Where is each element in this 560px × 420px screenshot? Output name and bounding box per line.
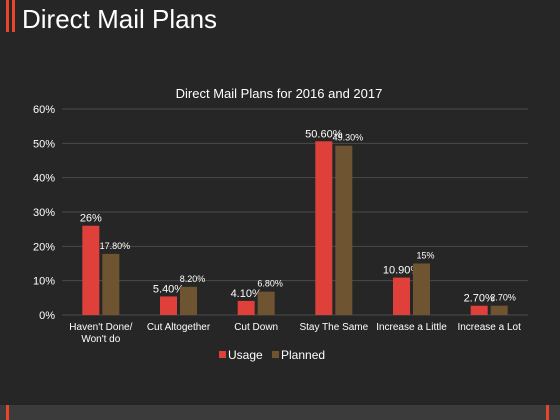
usage-bar [315, 141, 333, 315]
usage-data-label: 26% [80, 213, 102, 225]
usage-data-label: 2.70% [464, 293, 495, 305]
title-accent-bar [6, 0, 9, 32]
usage-bar [160, 296, 177, 315]
x-category-label: Increase a Lot [457, 322, 521, 333]
usage-data-label: 50.60% [305, 128, 343, 140]
planned-data-label: 17.80% [100, 241, 131, 251]
y-tick-label: 30% [33, 207, 55, 219]
title-accent-bar [12, 0, 15, 32]
planned-data-label: 49.30% [333, 133, 364, 143]
x-category-label: Cut Altogether [147, 322, 211, 333]
y-tick-label: 10% [33, 276, 55, 288]
planned-bar [257, 291, 275, 315]
legend-label-usage: Usage [228, 348, 263, 362]
footer-band [0, 405, 560, 420]
y-tick-label: 60% [33, 104, 55, 116]
usage-bar [82, 225, 100, 315]
x-category-label: Increase a Little [376, 322, 447, 333]
usage-data-label: 10.90% [383, 265, 421, 277]
y-tick-label: 20% [33, 241, 55, 253]
x-category-label: Cut Down [234, 322, 278, 333]
usage-bar [393, 277, 410, 315]
planned-bar [335, 145, 353, 315]
planned-data-label: 15% [416, 251, 434, 261]
planned-bar [102, 253, 120, 315]
legend-swatch-usage [219, 351, 226, 358]
page-title: Direct Mail Plans [22, 4, 218, 34]
y-tick-label: 0% [39, 310, 55, 322]
planned-data-label: 2.70% [490, 293, 516, 303]
usage-bar [470, 305, 488, 315]
bar-chart: Direct Mail Plans for 2016 and 2017 0% 10%… [33, 86, 528, 362]
planned-bar [413, 263, 430, 315]
footer-mark [546, 405, 549, 420]
usage-data-label: 4.10% [231, 288, 262, 300]
usage-bar [237, 300, 255, 315]
usage-data-label: 5.40% [153, 283, 184, 295]
x-category-label: Haven't Done/Won't do [69, 322, 132, 345]
chart-title: Direct Mail Plans for 2016 and 2017 [176, 86, 383, 101]
legend-swatch-planned [272, 351, 279, 358]
x-category-label: Stay The Same [299, 322, 368, 333]
planned-bar [490, 305, 508, 315]
y-tick-label: 50% [33, 138, 55, 150]
planned-data-label: 6.80% [257, 279, 283, 289]
y-tick-label: 40% [33, 173, 55, 185]
planned-data-label: 8.20% [180, 274, 206, 284]
legend-label-planned: Planned [281, 348, 325, 362]
planned-bar [180, 286, 197, 315]
footer-mark [6, 405, 9, 420]
